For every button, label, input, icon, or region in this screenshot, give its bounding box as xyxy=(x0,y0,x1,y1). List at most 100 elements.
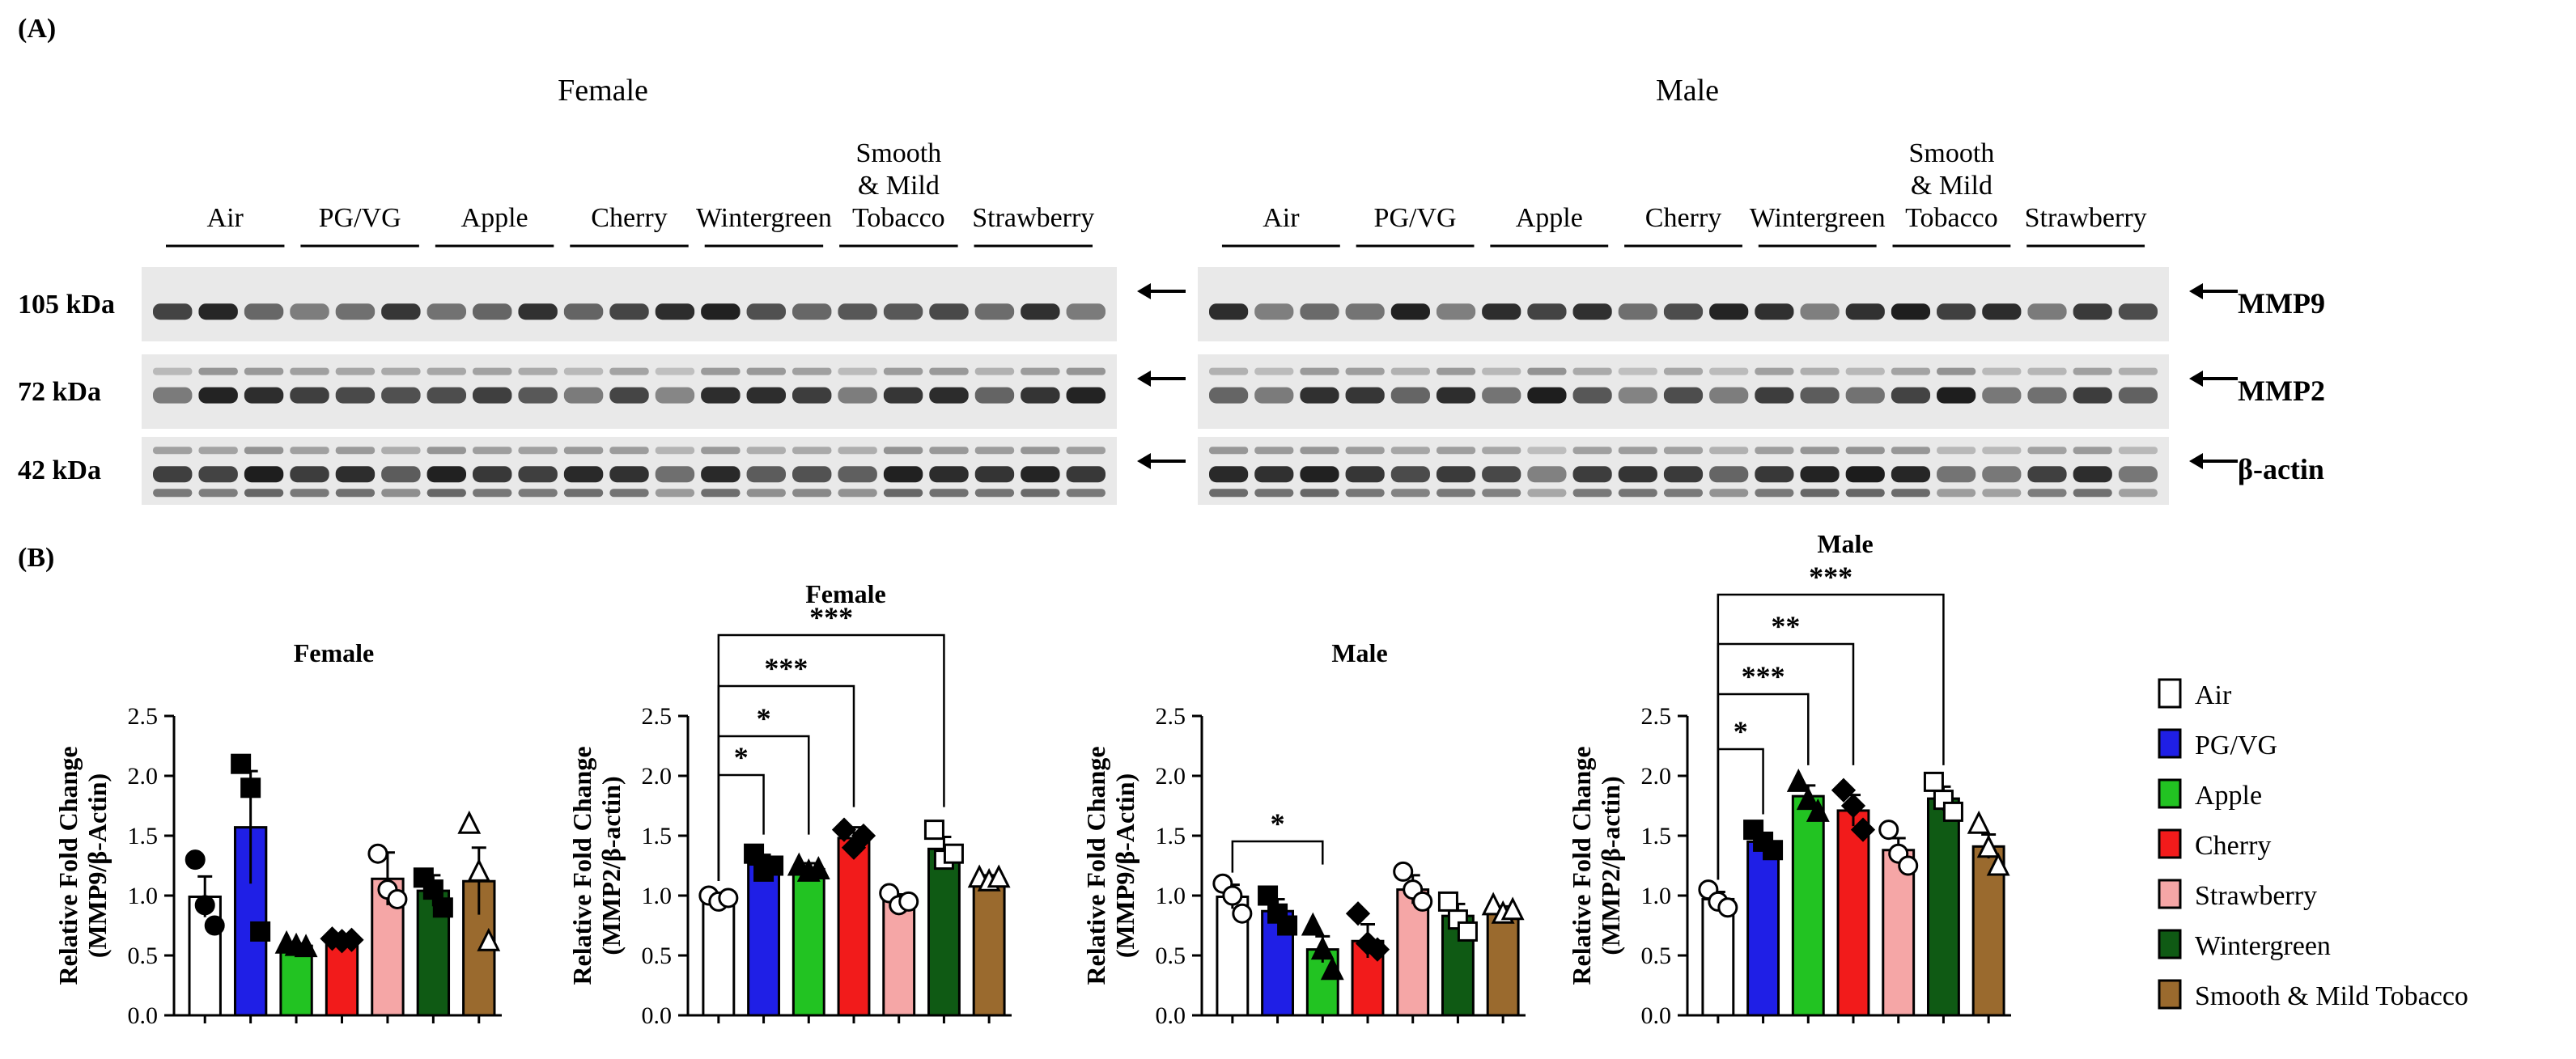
chart-title: Female xyxy=(294,638,375,667)
blot-band xyxy=(1937,466,1976,483)
blot-band-upper xyxy=(1982,447,2022,455)
blot-band xyxy=(974,387,1015,404)
blot-band xyxy=(1300,303,1339,320)
bar xyxy=(1486,909,1520,1017)
blot-arrow-head xyxy=(1137,371,1151,387)
data-point xyxy=(1806,798,1830,822)
blot-band xyxy=(1066,466,1106,483)
data-point xyxy=(1786,769,1810,792)
blot-band-upper xyxy=(1755,447,1794,455)
blot-band xyxy=(2073,466,2112,483)
blot-band-upper xyxy=(427,367,466,375)
blot-band xyxy=(427,466,466,483)
bar xyxy=(837,837,871,1017)
blot-band-lower xyxy=(2118,489,2158,498)
blot-lane-label: Wintergreen xyxy=(696,203,832,233)
blot-band xyxy=(1436,387,1476,404)
blot-band xyxy=(929,303,969,320)
blot-band-upper xyxy=(198,447,238,455)
blot-band xyxy=(1755,303,1794,320)
chart-title: Female xyxy=(805,579,886,608)
blot-band xyxy=(427,303,466,320)
blot-band-upper xyxy=(609,367,649,375)
legend-label: Cherry xyxy=(2195,831,2271,861)
data-point xyxy=(831,817,857,842)
blot-band-upper xyxy=(1982,367,2022,375)
bar xyxy=(1926,797,1960,1017)
data-point xyxy=(1898,855,1919,876)
blot-band-upper xyxy=(1482,447,1521,455)
blot-band xyxy=(1800,466,1840,483)
blot-band xyxy=(335,303,376,320)
bar-charts-panel: Female 0.0 0.5 1.0 1.5 2.0 2.5 Relative Fold Ch… xyxy=(53,529,2011,1029)
data-point xyxy=(1364,937,1390,962)
blot-band-upper xyxy=(746,447,786,455)
blot-band-upper xyxy=(792,447,832,455)
data-point xyxy=(898,891,919,912)
blot-band-lower xyxy=(1436,489,1476,498)
blot-band xyxy=(1663,466,1704,483)
blot-lane-label: Tobacco xyxy=(852,203,945,233)
blot-band-upper xyxy=(381,447,421,455)
blot-band-upper xyxy=(335,447,376,455)
blot-band xyxy=(1663,387,1704,404)
blot-band xyxy=(883,303,923,320)
blot-band-upper xyxy=(244,367,284,375)
blot-band-upper xyxy=(563,367,604,375)
bar-chart-4: Male 0.0 0.5 1.0 1.5 2.0 2.5 Relative Fold Chan… xyxy=(1567,529,2011,1029)
data-point xyxy=(1437,891,1458,912)
blot-band-upper xyxy=(2118,447,2158,455)
y-tick-label: 0.5 xyxy=(1156,943,1186,969)
blot-band xyxy=(1390,387,1430,404)
blot-band xyxy=(335,466,376,483)
legend-item: Wintergreen xyxy=(2158,929,2331,961)
significance-bracket xyxy=(717,684,855,882)
y-tick-label: 2.5 xyxy=(128,703,159,730)
blot-band xyxy=(381,466,421,483)
blot-band-upper xyxy=(1390,447,1430,455)
y-tick-label: 0.5 xyxy=(128,943,159,969)
blot-band xyxy=(701,466,741,483)
blot-band-upper xyxy=(1527,447,1567,455)
blot-band-lower xyxy=(1709,489,1749,498)
bar xyxy=(1882,849,1916,1017)
y-axis-label: Relative Fold Change xyxy=(1081,746,1110,985)
blot-band-upper xyxy=(1709,447,1749,455)
blot-band xyxy=(198,303,238,320)
blot-band xyxy=(1709,387,1749,404)
blot-band-upper xyxy=(883,367,923,375)
data-point xyxy=(1500,896,1525,921)
blot-band xyxy=(655,387,695,404)
blot-band-lower xyxy=(518,489,558,498)
blot-band xyxy=(1891,466,1931,483)
blot-band-upper xyxy=(1937,367,1976,375)
blot-band-upper xyxy=(153,447,193,455)
blot-lane-label: & Mild xyxy=(1911,171,1992,201)
blot-lane-label: Cherry xyxy=(1645,203,1721,233)
data-point xyxy=(1481,892,1505,916)
blot-band xyxy=(1891,303,1931,320)
significance-label: *** xyxy=(1742,660,1785,693)
significance-label: *** xyxy=(809,601,853,633)
blot-band xyxy=(1982,387,2022,404)
significance-bracket xyxy=(1717,642,1855,880)
data-point xyxy=(1277,915,1298,936)
blot-band-upper xyxy=(2118,367,2158,375)
data-point xyxy=(1976,834,2001,858)
blot-band-upper xyxy=(1254,367,1294,375)
blot-band xyxy=(244,387,284,404)
blot-band xyxy=(2027,303,2067,320)
data-point xyxy=(763,855,784,876)
blot-lane-label: Wintergreen xyxy=(1750,203,1886,233)
blot-band-upper xyxy=(1572,447,1612,455)
y-axis-label: (MMP9/β-Actin) xyxy=(1110,773,1139,958)
blot-band-upper xyxy=(1845,367,1885,375)
blot-band-lower xyxy=(1482,489,1521,498)
blot-band xyxy=(1572,466,1612,483)
blot-band-upper xyxy=(1482,367,1521,375)
blot-band-upper xyxy=(746,367,786,375)
blot-band-lower xyxy=(1572,489,1612,498)
blot-band-upper xyxy=(1618,447,1657,455)
blot-band xyxy=(883,466,923,483)
bar xyxy=(747,863,781,1017)
